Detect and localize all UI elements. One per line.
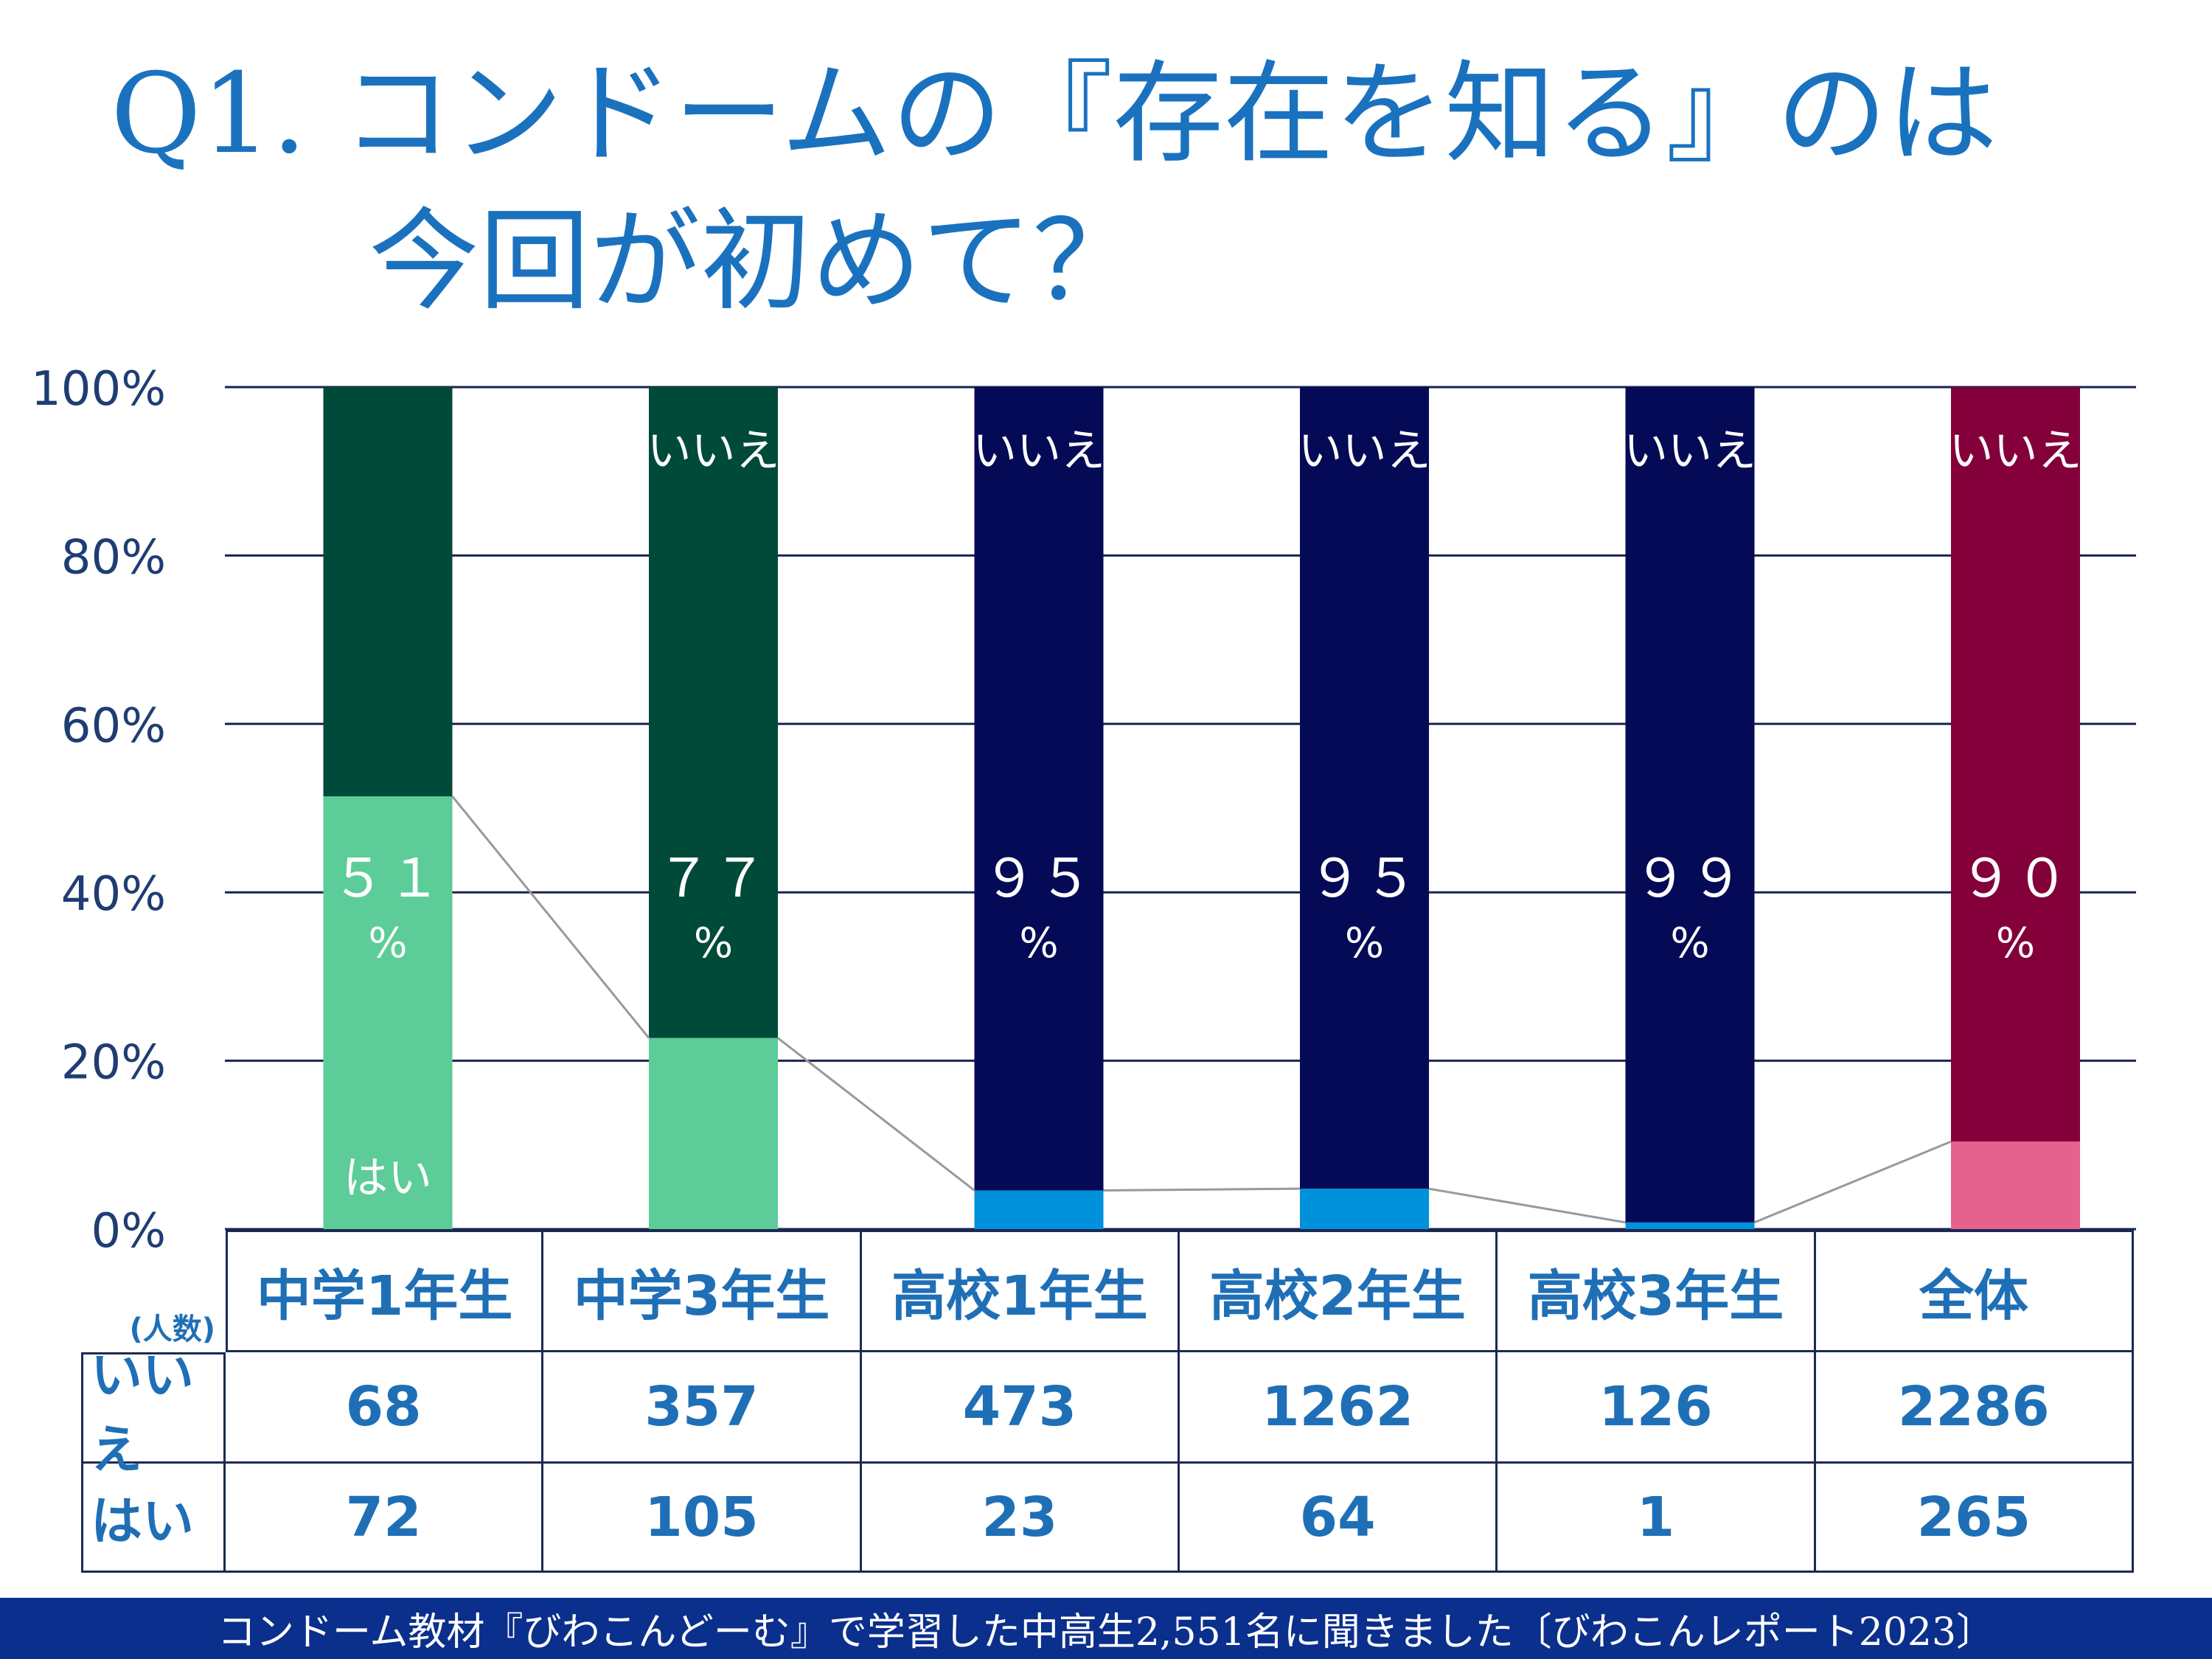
table-cell: 23	[861, 1464, 1180, 1573]
table-cell: 1262	[1180, 1352, 1498, 1464]
bar-label-no: いいえ	[1624, 425, 1756, 477]
pct-number-label: ９５	[1308, 847, 1420, 909]
bar-label-no: いいえ	[1298, 425, 1431, 477]
bar-segment-yes	[974, 1190, 1104, 1229]
table-cell: 265	[1815, 1464, 2134, 1573]
y-tick-label: 60%	[61, 699, 166, 754]
unit-label: (人数)	[129, 1312, 215, 1346]
column-header: 中学3年生	[543, 1230, 862, 1352]
series-connector-line	[451, 796, 650, 1039]
y-tick-label: 40%	[61, 867, 166, 922]
bar-segment-no	[1951, 387, 2080, 1142]
bar-segment-no	[1625, 387, 1755, 1222]
bar-label-no: いいえ	[647, 425, 780, 477]
bar-segment-yes	[323, 796, 453, 1229]
table-cell: 72	[226, 1464, 544, 1573]
table-cell: 68	[226, 1352, 544, 1464]
table-cell: 64	[1180, 1464, 1498, 1573]
bar-segment-yes	[1300, 1189, 1429, 1229]
series-connector-line	[1753, 1140, 1952, 1224]
row-label-no: いいえ	[81, 1345, 226, 1480]
table-cell: 126	[1498, 1352, 1816, 1464]
pct-number-label: ９９	[1634, 847, 1746, 909]
table-cell: 357	[543, 1352, 862, 1464]
series-connector-line	[1103, 1187, 1301, 1192]
stacked-bar-chart: 0% 20% 40% 60% 80% 100% はい ５１% いいえ ７７% いいえ ９５% いいえ ９５…	[31, 362, 2136, 1253]
y-tick-label: 100%	[31, 362, 166, 417]
pct-number-label: ５１	[332, 847, 444, 909]
series-connector-line	[777, 1037, 975, 1192]
y-tick-label: 0%	[91, 1204, 166, 1253]
count-table: (人数) 中学1年生 中学3年生 高校1年生 高校2年生 高校3年生 全体 いい…	[81, 1230, 2134, 1573]
y-tick-label: 80%	[61, 530, 166, 585]
pct-sign-label: %	[1996, 919, 2035, 967]
pct-sign-label: %	[694, 919, 733, 967]
column-header: 中学1年生	[226, 1230, 544, 1352]
table-cell: 2286	[1815, 1352, 2134, 1464]
pct-sign-label: %	[1345, 919, 1384, 967]
column-header: 高校3年生	[1498, 1230, 1816, 1352]
pct-number-label: ７７	[657, 847, 769, 909]
y-tick-label: 20%	[61, 1036, 166, 1091]
series-connector-line	[1428, 1187, 1626, 1224]
table-cell: 1	[1498, 1464, 1816, 1573]
footer-text: コンドーム教材『びわこんどーむ』で学習した中高生2,551名に聞きました〔びわこ…	[217, 1610, 1995, 1655]
column-header: 高校1年生	[861, 1230, 1180, 1352]
bar-segment-no	[323, 387, 453, 797]
title-line-1: Q1. コンドームの『存在を知る』のは	[111, 50, 1998, 178]
bar-segment-no	[649, 387, 778, 1038]
column-header: 高校2年生	[1180, 1230, 1498, 1352]
bar-segment-yes	[1951, 1141, 2080, 1229]
pct-sign-label: %	[1019, 919, 1058, 967]
pct-number-label: ９５	[983, 847, 1095, 909]
footer-banner: コンドーム教材『びわこんどーむ』で学習した中高生2,551名に聞きました〔びわこ…	[0, 1598, 2212, 1659]
bar-segment-yes	[649, 1037, 778, 1229]
table-corner: (人数)	[81, 1230, 226, 1352]
page-title: Q1. コンドームの『存在を知る』のは 今回が初めて？	[111, 41, 1997, 335]
pct-sign-label: %	[368, 919, 407, 967]
bar-segment-no	[974, 387, 1104, 1191]
table-cell: 105	[543, 1464, 862, 1573]
bar-label-yes: はい	[344, 1152, 432, 1204]
row-label-yes: はい	[81, 1464, 226, 1573]
title-line-2: 今回が初めて？	[369, 198, 1144, 326]
column-header: 全体	[1815, 1230, 2134, 1352]
pct-number-label: ９０	[1959, 847, 2071, 909]
table-cell: 473	[861, 1352, 1180, 1464]
bar-segment-no	[1300, 387, 1429, 1189]
bar-label-no: いいえ	[973, 425, 1105, 477]
bar-segment-yes	[1625, 1222, 1755, 1229]
bar-label-no: いいえ	[1950, 425, 2082, 477]
pct-sign-label: %	[1670, 919, 1709, 967]
